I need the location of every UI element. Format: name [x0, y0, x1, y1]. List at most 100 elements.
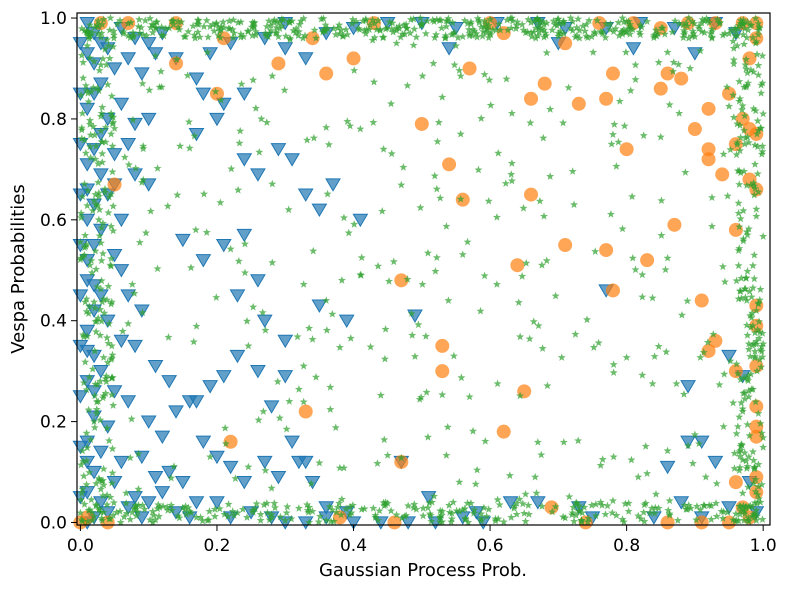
star-point	[92, 327, 101, 336]
star-point	[96, 33, 105, 41]
star-point	[736, 19, 745, 27]
y-tick-label: 0.2	[40, 413, 67, 433]
star-point	[741, 284, 750, 293]
star-point	[93, 83, 102, 92]
star-point	[707, 515, 716, 523]
star-point	[289, 26, 298, 35]
star-point	[177, 17, 186, 26]
star-point	[480, 271, 489, 280]
circle-point	[701, 101, 716, 116]
star-point	[593, 16, 602, 24]
star-point	[404, 501, 413, 510]
star-point	[77, 213, 86, 222]
star-point	[167, 506, 176, 514]
star-point	[346, 334, 355, 342]
star-point	[735, 452, 744, 460]
star-point	[134, 484, 143, 493]
star-point	[96, 60, 105, 69]
star-point	[734, 261, 743, 270]
star-point	[90, 391, 99, 400]
star-point	[82, 294, 91, 303]
star-point	[311, 373, 320, 381]
star-point	[503, 15, 512, 24]
star-point	[81, 81, 90, 90]
star-point	[164, 333, 173, 341]
star-point	[732, 150, 741, 159]
star-point	[723, 191, 732, 200]
star-point	[461, 514, 470, 522]
star-point	[603, 501, 612, 510]
circle-point	[442, 157, 457, 172]
star-point	[94, 16, 103, 25]
star-point	[131, 164, 140, 172]
star-point	[83, 186, 92, 194]
star-point	[480, 70, 489, 78]
star-point	[470, 505, 479, 514]
y-axis-label: Vespa Probabilities	[8, 184, 29, 354]
star-point	[156, 67, 165, 75]
star-point	[533, 14, 542, 22]
triangle-point	[161, 465, 178, 480]
star-point	[477, 509, 486, 518]
star-point	[98, 516, 107, 524]
star-point	[92, 200, 101, 209]
star-point	[116, 518, 125, 526]
star-point	[80, 250, 89, 259]
star-point	[331, 30, 340, 39]
star-point	[109, 511, 118, 519]
star-point	[98, 20, 107, 28]
star-point	[535, 23, 544, 32]
star-point	[438, 390, 447, 399]
star-point	[755, 22, 764, 31]
star-point	[317, 14, 326, 23]
star-point	[628, 192, 637, 201]
star-point	[444, 14, 453, 22]
star-point	[329, 24, 338, 33]
star-point	[96, 415, 105, 424]
star-point	[690, 430, 699, 439]
star-point	[244, 341, 253, 350]
star-point	[261, 326, 270, 334]
star-point	[516, 391, 525, 400]
star-point	[535, 20, 544, 29]
star-point	[734, 198, 743, 207]
star-point	[92, 265, 101, 273]
star-point	[108, 350, 117, 359]
star-point	[735, 77, 744, 85]
star-point	[539, 133, 548, 142]
star-point	[266, 21, 275, 30]
star-point	[757, 362, 766, 371]
star-point	[695, 439, 703, 448]
star-point	[342, 504, 350, 513]
star-point	[119, 29, 128, 38]
star-point	[571, 330, 580, 338]
star-point	[748, 502, 757, 511]
star-point	[474, 165, 483, 174]
star-point	[230, 511, 239, 519]
star-point	[737, 294, 746, 302]
star-point	[698, 15, 707, 23]
star-point	[436, 15, 445, 24]
star-point	[169, 20, 178, 28]
star-point	[594, 338, 603, 347]
star-point	[531, 23, 540, 32]
star-point	[650, 352, 659, 360]
star-point	[83, 41, 92, 50]
star-point	[399, 163, 408, 171]
star-point	[729, 44, 738, 52]
star-point	[602, 19, 611, 28]
circle-point	[387, 515, 402, 530]
star-point	[99, 294, 108, 303]
star-point	[752, 212, 761, 220]
star-point	[609, 368, 618, 377]
star-point	[627, 455, 636, 464]
star-point	[151, 23, 160, 32]
star-point	[381, 325, 390, 333]
star-point	[507, 109, 516, 117]
star-point	[126, 453, 135, 462]
star-point	[97, 317, 106, 325]
star-point	[101, 188, 109, 196]
star-point	[550, 20, 559, 28]
star-point	[748, 447, 757, 456]
triangle-point	[79, 158, 96, 172]
